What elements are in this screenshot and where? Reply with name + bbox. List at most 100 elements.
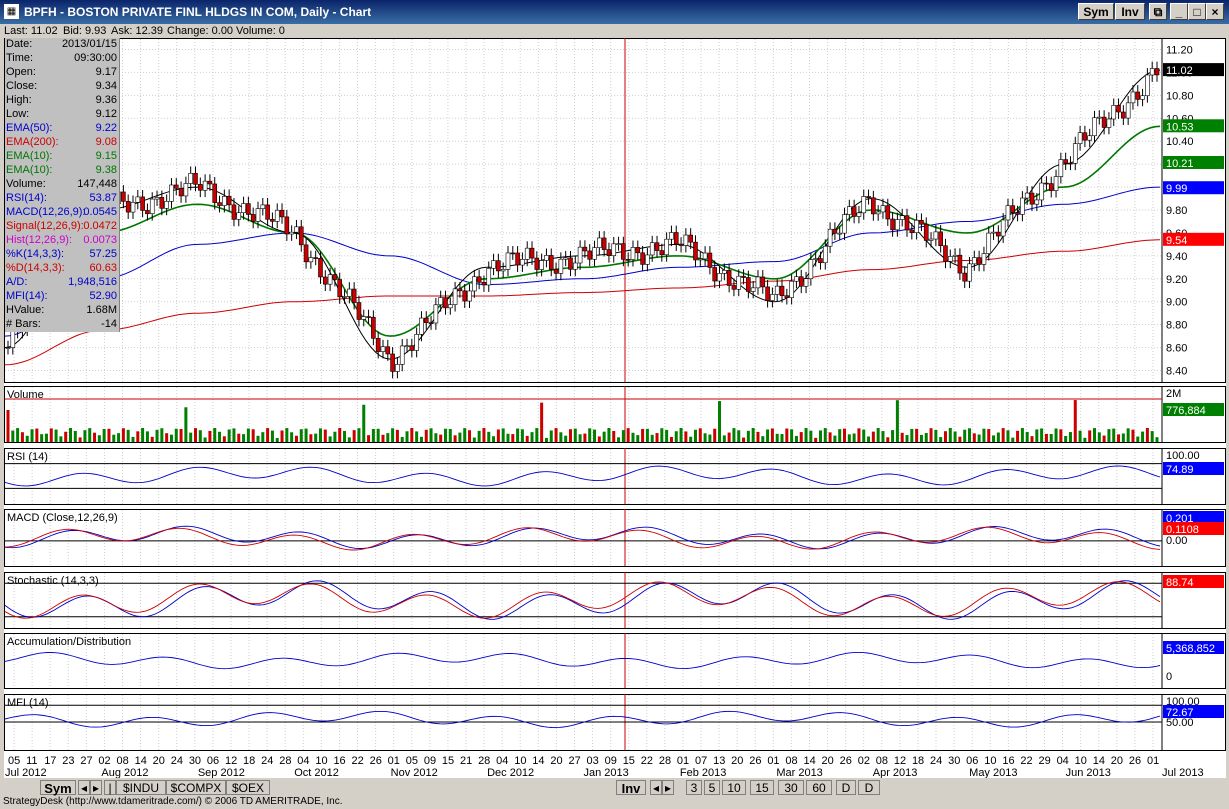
- info-label: Date:: [6, 38, 33, 50]
- volume-bar: [357, 428, 361, 442]
- volume-bar: [318, 428, 322, 442]
- x-month-label: Mar 2013: [776, 767, 822, 779]
- candle-body: [899, 215, 905, 220]
- volume-bar: [492, 436, 496, 442]
- volume-bar: [126, 429, 130, 442]
- x-day-label: 01: [677, 755, 689, 767]
- candle-body: [202, 180, 208, 191]
- close-icon[interactable]: ×: [1206, 3, 1224, 20]
- candle-body: [630, 247, 636, 260]
- scroll-right-icon[interactable]: ▸: [90, 780, 102, 795]
- info-row: HValue: 1.68M: [5, 304, 119, 318]
- info-value: 9.36: [95, 94, 117, 106]
- volume-bar: [713, 428, 717, 442]
- info-value: 9.38: [95, 164, 117, 176]
- candle-body: [827, 228, 833, 247]
- period-5[interactable]: 5: [704, 780, 720, 795]
- candle-body: [159, 197, 165, 209]
- maximize-icon[interactable]: □: [1188, 3, 1206, 20]
- period-10[interactable]: 10: [722, 780, 746, 795]
- candle-body: [904, 215, 910, 231]
- period-left-icon[interactable]: ◂: [650, 780, 662, 795]
- volume-bar: [218, 431, 222, 442]
- x-day-label: 04: [297, 755, 309, 767]
- y-tick-label: 11.20: [1166, 44, 1193, 56]
- volume-bar: [145, 431, 149, 442]
- volume-bar: [68, 428, 72, 442]
- panel-frame-volume: [4, 386, 1226, 443]
- volume-bar: [867, 436, 871, 442]
- chart-svg[interactable]: 8.408.608.809.009.209.409.609.8010.0010.…: [4, 38, 1226, 780]
- volume-bar: [443, 428, 447, 442]
- x-day-label: 27: [568, 755, 580, 767]
- volume-bar: [386, 433, 390, 442]
- volume-bar: [121, 428, 125, 442]
- candle-body: [938, 231, 943, 247]
- symbol-tab-compx[interactable]: $COMPX: [166, 780, 226, 795]
- price-badge-label: 10.21: [1166, 158, 1194, 170]
- candle-body: [539, 260, 544, 270]
- candle-body: [303, 244, 309, 263]
- candle-body: [529, 247, 535, 259]
- period-30[interactable]: 30: [778, 780, 804, 795]
- volume-bar: [1083, 437, 1087, 442]
- candle-body: [1024, 192, 1030, 199]
- candle-body: [1092, 117, 1097, 137]
- volume-bar: [472, 437, 476, 442]
- candle-body: [366, 316, 371, 318]
- price-badge-label: 11.02: [1166, 65, 1193, 77]
- x-day-label: 03: [587, 755, 599, 767]
- info-value: 57.25: [89, 248, 117, 260]
- volume-bar: [415, 431, 419, 442]
- chart-area[interactable]: 8.408.608.809.009.209.409.609.8010.0010.…: [4, 38, 1226, 780]
- volume-bar: [818, 430, 822, 442]
- volume-bar: [285, 428, 289, 442]
- candle-body: [890, 218, 895, 231]
- volume-bar: [477, 430, 481, 442]
- volume-bar: [44, 433, 48, 442]
- candle-body: [736, 275, 742, 290]
- candle-body: [462, 290, 468, 302]
- volume-bar: [314, 433, 318, 442]
- restore-icon[interactable]: ⧉: [1149, 3, 1167, 20]
- sym-button[interactable]: Sym: [1078, 3, 1114, 20]
- scroll-left-icon[interactable]: ◂: [78, 780, 90, 795]
- candle-body: [130, 202, 136, 213]
- candle-body: [294, 226, 299, 233]
- info-row: RSI(14): 53.87: [5, 192, 119, 206]
- x-day-label: 24: [171, 755, 183, 767]
- minimize-icon[interactable]: _: [1170, 3, 1188, 20]
- sym-tab[interactable]: Sym: [40, 780, 76, 796]
- symbol-tab-indu[interactable]: $INDU: [116, 780, 166, 795]
- candle-body: [1000, 219, 1006, 237]
- price-badge: [1163, 63, 1224, 77]
- x-day-label: 14: [1093, 755, 1105, 767]
- period-15[interactable]: 15: [750, 780, 774, 795]
- volume-bar: [1044, 433, 1048, 442]
- x-day-label: 20: [731, 755, 743, 767]
- symbol-tab-oex[interactable]: $OEX: [226, 780, 270, 795]
- inv-tab[interactable]: Inv: [616, 780, 646, 796]
- period-3[interactable]: 3: [686, 780, 702, 795]
- candle-body: [212, 183, 218, 203]
- price-badge: [1163, 232, 1224, 246]
- info-value: 0.0073: [83, 234, 117, 246]
- x-day-label: 20: [1111, 755, 1123, 767]
- period-right-icon[interactable]: ▸: [662, 780, 674, 795]
- volume-bar: [939, 437, 943, 442]
- candle-body: [885, 205, 891, 220]
- inv-button[interactable]: Inv: [1115, 3, 1145, 20]
- period-d[interactable]: D: [836, 780, 856, 795]
- candle-body: [226, 196, 232, 206]
- x-month-label: May 2013: [969, 767, 1017, 779]
- period-d-alt[interactable]: D: [858, 780, 880, 795]
- candle-body: [673, 232, 679, 245]
- candle-body: [308, 257, 314, 263]
- candle-body: [981, 253, 987, 265]
- tab-prev-icon[interactable]: |: [104, 780, 116, 795]
- volume-bar: [780, 434, 784, 442]
- period-60[interactable]: 60: [806, 780, 832, 795]
- volume-bar: [516, 428, 520, 442]
- candle-body: [500, 269, 506, 272]
- candle-body: [813, 258, 818, 260]
